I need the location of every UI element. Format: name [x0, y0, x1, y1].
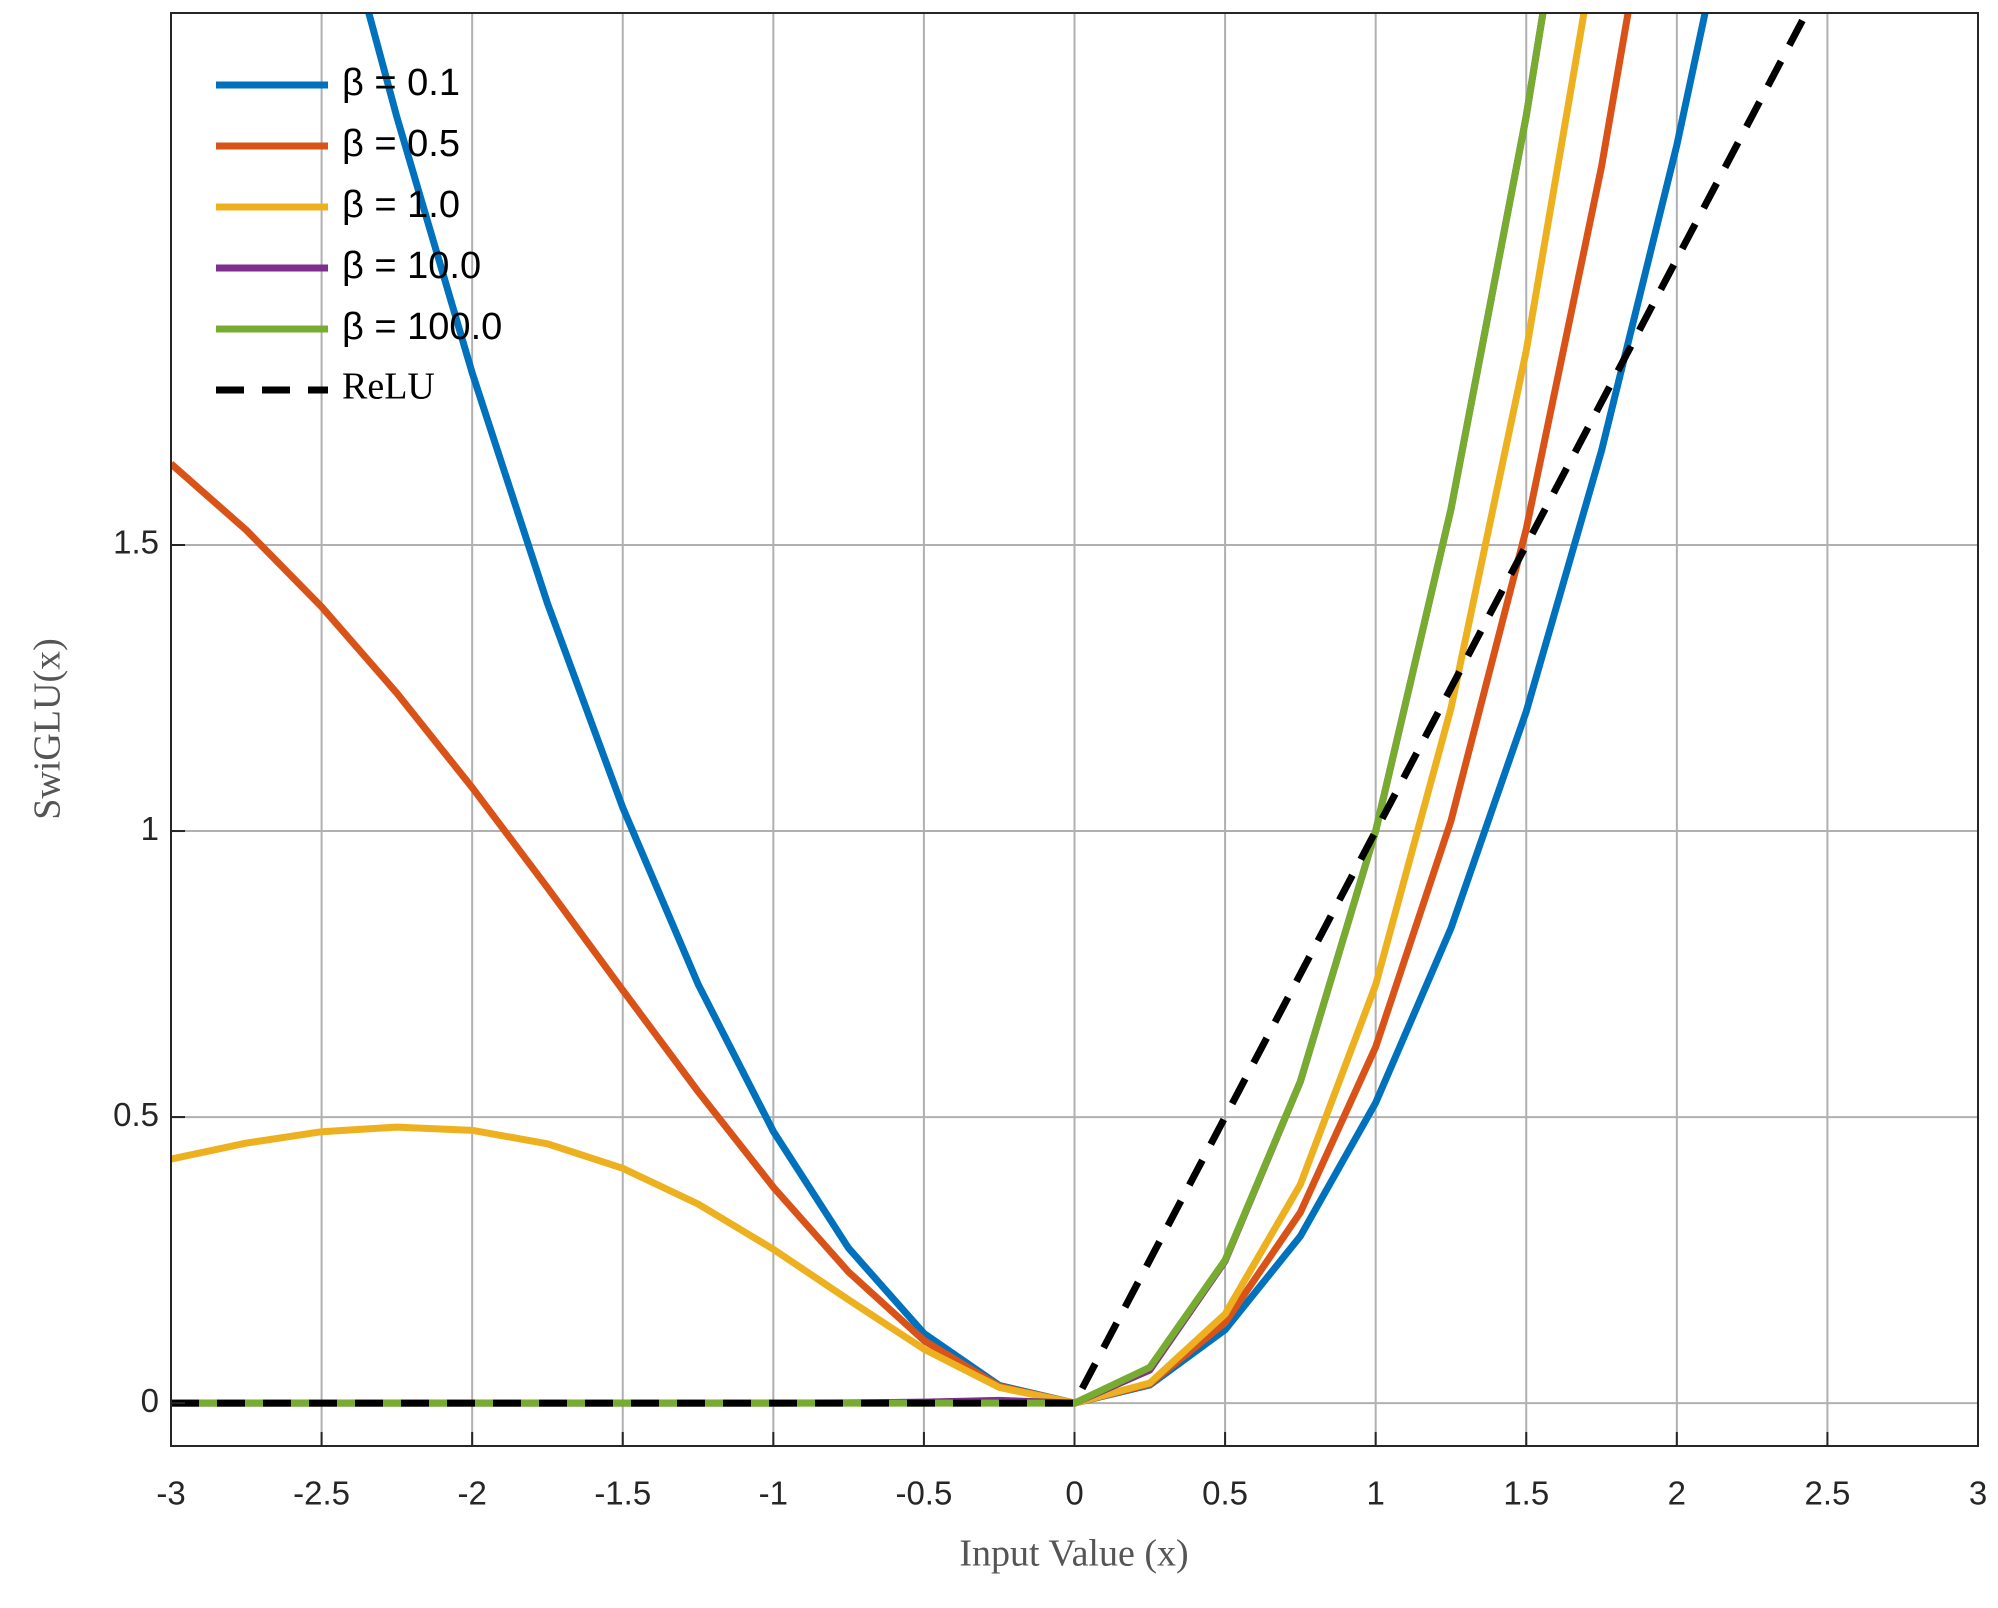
y-tick-label: 1 [141, 810, 159, 847]
x-tick-label: -0.5 [895, 1475, 952, 1512]
y-tick-label: 0 [141, 1382, 159, 1419]
legend-label: β = 1.0 [342, 184, 460, 226]
legend-label: β = 100.0 [342, 306, 502, 348]
y-tick-label: 0.5 [113, 1096, 159, 1133]
y-axis-label: SwiGLU(x) [27, 638, 69, 820]
legend-label: β = 0.5 [342, 123, 460, 165]
y-tick-label: 1.5 [113, 524, 159, 561]
x-tick-label: -1 [759, 1475, 788, 1512]
x-tick-label: -3 [156, 1475, 185, 1512]
ticks: -3 -2.5 -2 -1.5 -1 -0.5 0 0.5 1 1.5 2 2.5 3 0 0.5 1 1.5 [113, 524, 1987, 1512]
x-tick-label: -1.5 [594, 1475, 651, 1512]
legend: β = 0.1 β = 0.5 β = 1.0 β = 10.0 β = 100.0 Re… [216, 62, 502, 408]
x-tick-label: 3 [1969, 1475, 1987, 1512]
x-tick-label: 1.5 [1503, 1475, 1549, 1512]
legend-label: β = 0.1 [342, 62, 460, 104]
legend-label: β = 10.0 [342, 245, 481, 287]
x-tick-label: 2 [1668, 1475, 1686, 1512]
x-axis-label: Input Value (x) [959, 1533, 1188, 1575]
x-tick-label: 0 [1065, 1475, 1083, 1512]
series-line [171, 13, 1811, 1407]
x-tick-label: 1 [1366, 1475, 1384, 1512]
x-tick-label: -2.5 [293, 1475, 350, 1512]
x-tick-label: 0.5 [1202, 1475, 1248, 1512]
x-tick-label: 2.5 [1804, 1475, 1850, 1512]
legend-label: ReLU [342, 366, 435, 408]
series-layer [171, 13, 1811, 1407]
x-tick-label: -2 [457, 1475, 486, 1512]
